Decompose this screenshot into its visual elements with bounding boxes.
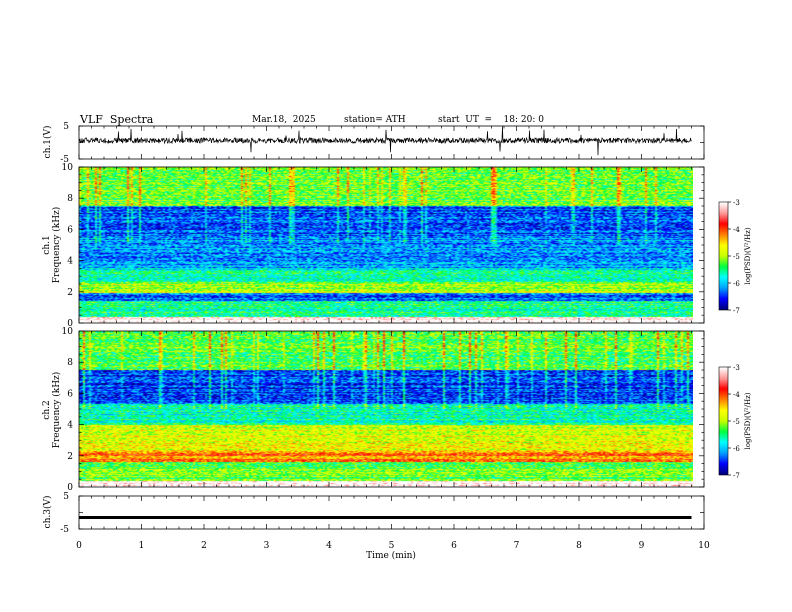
colorbar-tick-label: -5 [733,418,740,426]
y-tick-label: 10 [62,327,74,337]
colorbar-tick-label: -3 [733,364,740,372]
colorbar-tick-label: -5 [733,253,740,261]
ch2-colorbar-image [719,367,728,475]
x-tick-label: 7 [514,541,520,551]
x-tick-label: 4 [326,541,332,551]
colorbar-tick-label: -4 [733,226,740,234]
ch1-colorbar-image [719,202,728,310]
y-tick-label: 8 [67,194,73,204]
y-tick-label: 5 [63,122,69,132]
x-tick-label: 9 [639,541,645,551]
y-tick-label: -5 [60,155,69,165]
y-tick-label: 4 [67,257,73,267]
figure-title: VLF Spectra [80,113,154,126]
ch1-colorbar [718,201,729,311]
ch1-spectrogram-ylabel-frequency: Frequency (kHz) [51,207,62,284]
x-tick-label: 5 [389,541,395,551]
x-axis-label: Time (min) [366,550,416,561]
y-tick-label: 10 [62,163,74,173]
station-label: station= ATH [344,115,406,125]
colorbar-tick-label: -7 [733,307,740,315]
y-tick-label: 0 [67,483,73,493]
x-tick-label: 2 [201,541,207,551]
ch1-waveform-line [78,126,692,156]
date-label: Mar.18, 2025 [252,115,316,125]
colorbar-tick-label: -6 [733,280,740,288]
ch2-spectrogram-image [79,331,693,487]
ch1-waveform-ylabel: ch.1(V) [42,126,53,159]
colorbar-tick-label: -3 [733,199,740,207]
y-tick-label: 2 [67,288,73,298]
ch1-waveform-trace [78,126,692,156]
ch2-colorbar-label: log(PSD)(V²/Hz) [744,392,752,449]
ch2-spectrogram-ylabel-frequency: Frequency (kHz) [51,372,62,449]
y-tick-label: -5 [60,525,69,535]
ch1-colorbar-label: log(PSD)(V²/Hz) [744,227,752,284]
y-tick-label: 8 [67,358,73,368]
ch1-spectrogram-ylabel-channel: ch.1 [42,235,52,254]
x-tick-label: 8 [576,541,582,551]
y-tick-label: 2 [67,452,73,462]
x-tick-label: 3 [264,541,270,551]
colorbar-tick-label: -6 [733,445,740,453]
ch3-waveform-ylabel: ch.3(V) [42,496,53,529]
y-tick-label: 0 [67,319,73,329]
x-tick-label: 1 [139,541,145,551]
axis-ticks [78,125,731,530]
axis-labels: 0 1 2 3 4 5 6 7 8 9 10024681002468105-55-5-3-4-5-6… [60,122,740,551]
ch1-spectrogram-image [79,167,693,323]
colorbar-tick-label: -7 [733,472,740,480]
y-tick-label: 5 [63,492,69,502]
x-tick-label: 10 [698,541,710,551]
y-tick-label: 6 [67,389,73,399]
ch1-spectrogram [78,166,705,324]
ch2-colorbar [718,366,729,476]
ch2-spectrogram-ylabel-channel: ch.2 [42,400,52,419]
ch2-spectrogram [78,330,705,488]
x-tick-label: 6 [451,541,457,551]
y-tick-label: 4 [67,421,73,431]
y-tick-label: 6 [67,225,73,235]
colorbar-tick-label: -4 [733,391,740,399]
start-ut-label: start UT = 18: 20: 0 [438,115,544,125]
x-tick-label: 0 [76,541,82,551]
